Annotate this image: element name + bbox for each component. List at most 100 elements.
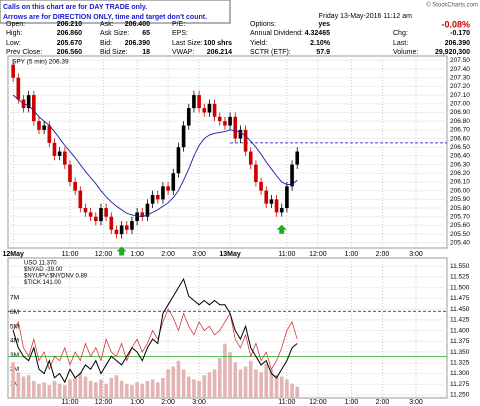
- quote-label: EPS:: [172, 30, 188, 37]
- candle-body: [181, 125, 186, 148]
- quote-value: 206.210: [57, 21, 82, 28]
- volume-bar: [233, 362, 238, 398]
- y-tick-label: 206.10: [450, 179, 470, 186]
- x-tick-label: 1:00: [345, 251, 359, 258]
- candle-body: [52, 142, 57, 156]
- volume-bar: [223, 343, 227, 398]
- y-tick-label: 205.50: [450, 231, 470, 238]
- y-tick-label: 205.70: [450, 213, 470, 220]
- x-tick-label: 12:00: [95, 251, 113, 258]
- volume-bar: [171, 366, 176, 398]
- volume-bar: [32, 380, 36, 398]
- price-panel: [7, 55, 448, 249]
- x-tick-label: 12:00: [309, 399, 327, 406]
- quote-label: P/E:: [172, 21, 185, 28]
- volume-bar: [155, 382, 160, 398]
- candle-body: [248, 151, 253, 165]
- x-tick-label: 2:00: [161, 251, 175, 258]
- quote-label: Bid:: [100, 40, 112, 47]
- y-tick-label: 206.90: [450, 109, 470, 116]
- candle-body: [259, 181, 263, 191]
- candle-body: [130, 221, 134, 230]
- x-tick-label: 2:00: [161, 399, 175, 406]
- volume-bar: [42, 382, 46, 398]
- volume-bar: [181, 369, 186, 398]
- quote-label: Last Size:: [172, 40, 203, 47]
- y2-tick-label: 11.325: [450, 360, 470, 367]
- x-tick-label: 12May: [2, 251, 24, 258]
- y-tick-label: 205.40: [450, 240, 470, 247]
- legend: USO 11.370: [24, 261, 57, 267]
- candle-body: [254, 164, 258, 182]
- notice: Arrows are for DIRECTION ONLY, time and …: [3, 14, 207, 21]
- candle-body: [145, 203, 150, 217]
- volume-bar: [254, 369, 258, 398]
- quote-value: 65: [142, 30, 150, 37]
- x-tick-label: 1:00: [345, 399, 359, 406]
- quote-label: High:: [6, 30, 22, 37]
- volume-bar: [21, 376, 26, 398]
- candle-body: [233, 116, 238, 139]
- y-tick-label: 206.50: [450, 144, 470, 151]
- y2-tick-label: 11.525: [450, 274, 470, 281]
- quote-value: 2.10%: [310, 40, 331, 47]
- volume-bar: [290, 383, 294, 398]
- y-tick-label: 205.80: [450, 205, 470, 212]
- candle-body: [155, 195, 160, 200]
- signal-arrow: [116, 246, 127, 256]
- candle-body: [42, 125, 46, 130]
- y-tick-label: 207.40: [450, 66, 470, 73]
- candle-body: [47, 125, 52, 143]
- y-tick-label: 206.80: [450, 118, 470, 125]
- quote-date: Friday 13-May-2016 11:12 am: [319, 13, 412, 20]
- quote-label: Open:: [6, 21, 25, 28]
- legend: $NYUPV:$NYDNV 0.89: [24, 274, 88, 280]
- quote-value: 206.390: [445, 40, 470, 47]
- y-tick-label: 206.60: [450, 135, 470, 142]
- quote-value: 206.214: [207, 49, 232, 56]
- quote-label: Prev Close:: [6, 49, 42, 56]
- candle-body: [37, 121, 41, 130]
- y2-tick-label: 11.450: [450, 306, 470, 313]
- volume-bar: [264, 363, 269, 398]
- y-tick-label: 5M: [10, 323, 19, 330]
- volume-bar: [259, 372, 263, 398]
- y-tick-label: 7M: [10, 295, 19, 302]
- quote-label: Yield:: [250, 40, 267, 47]
- y-tick-label: 6M: [10, 309, 19, 316]
- candle-body: [26, 95, 31, 109]
- volume-bar: [279, 376, 284, 398]
- quote-value: 18: [142, 49, 150, 56]
- volume-bar: [248, 360, 253, 398]
- x-tick-label: 3:00: [409, 251, 423, 258]
- signal-arrow: [276, 224, 287, 234]
- candle-body: [161, 186, 165, 200]
- candle-body: [238, 129, 243, 139]
- candle-body: [171, 173, 176, 191]
- y-tick-label: 205.90: [450, 196, 470, 203]
- y2-tick-label: 11.500: [450, 284, 470, 291]
- x-tick-label: 3:00: [409, 399, 423, 406]
- y-tick-label: 206.20: [450, 170, 470, 177]
- volume-bar: [52, 380, 57, 398]
- volume-bar: [78, 372, 83, 398]
- y2-tick-label: 11.350: [450, 349, 470, 356]
- candle-body: [274, 199, 279, 213]
- volume-bar: [63, 385, 67, 398]
- volume-bar: [47, 385, 52, 398]
- quote-label: Ask Size:: [100, 30, 129, 37]
- candle-body: [63, 151, 67, 165]
- volume-bar: [285, 379, 289, 398]
- quote-value: 206.560: [57, 49, 82, 56]
- volume-bar: [197, 380, 201, 398]
- candle-body: [104, 208, 108, 217]
- quote-label: Ask:: [100, 21, 114, 28]
- candle-body: [83, 208, 88, 213]
- candle-body: [73, 181, 77, 191]
- candle-body: [166, 186, 170, 191]
- candle-body: [176, 147, 181, 174]
- quote-value: 206.400: [125, 21, 150, 28]
- x-tick-label: 2:00: [376, 251, 390, 258]
- y2-tick-label: 11.425: [450, 317, 470, 324]
- volume-bar: [295, 386, 300, 398]
